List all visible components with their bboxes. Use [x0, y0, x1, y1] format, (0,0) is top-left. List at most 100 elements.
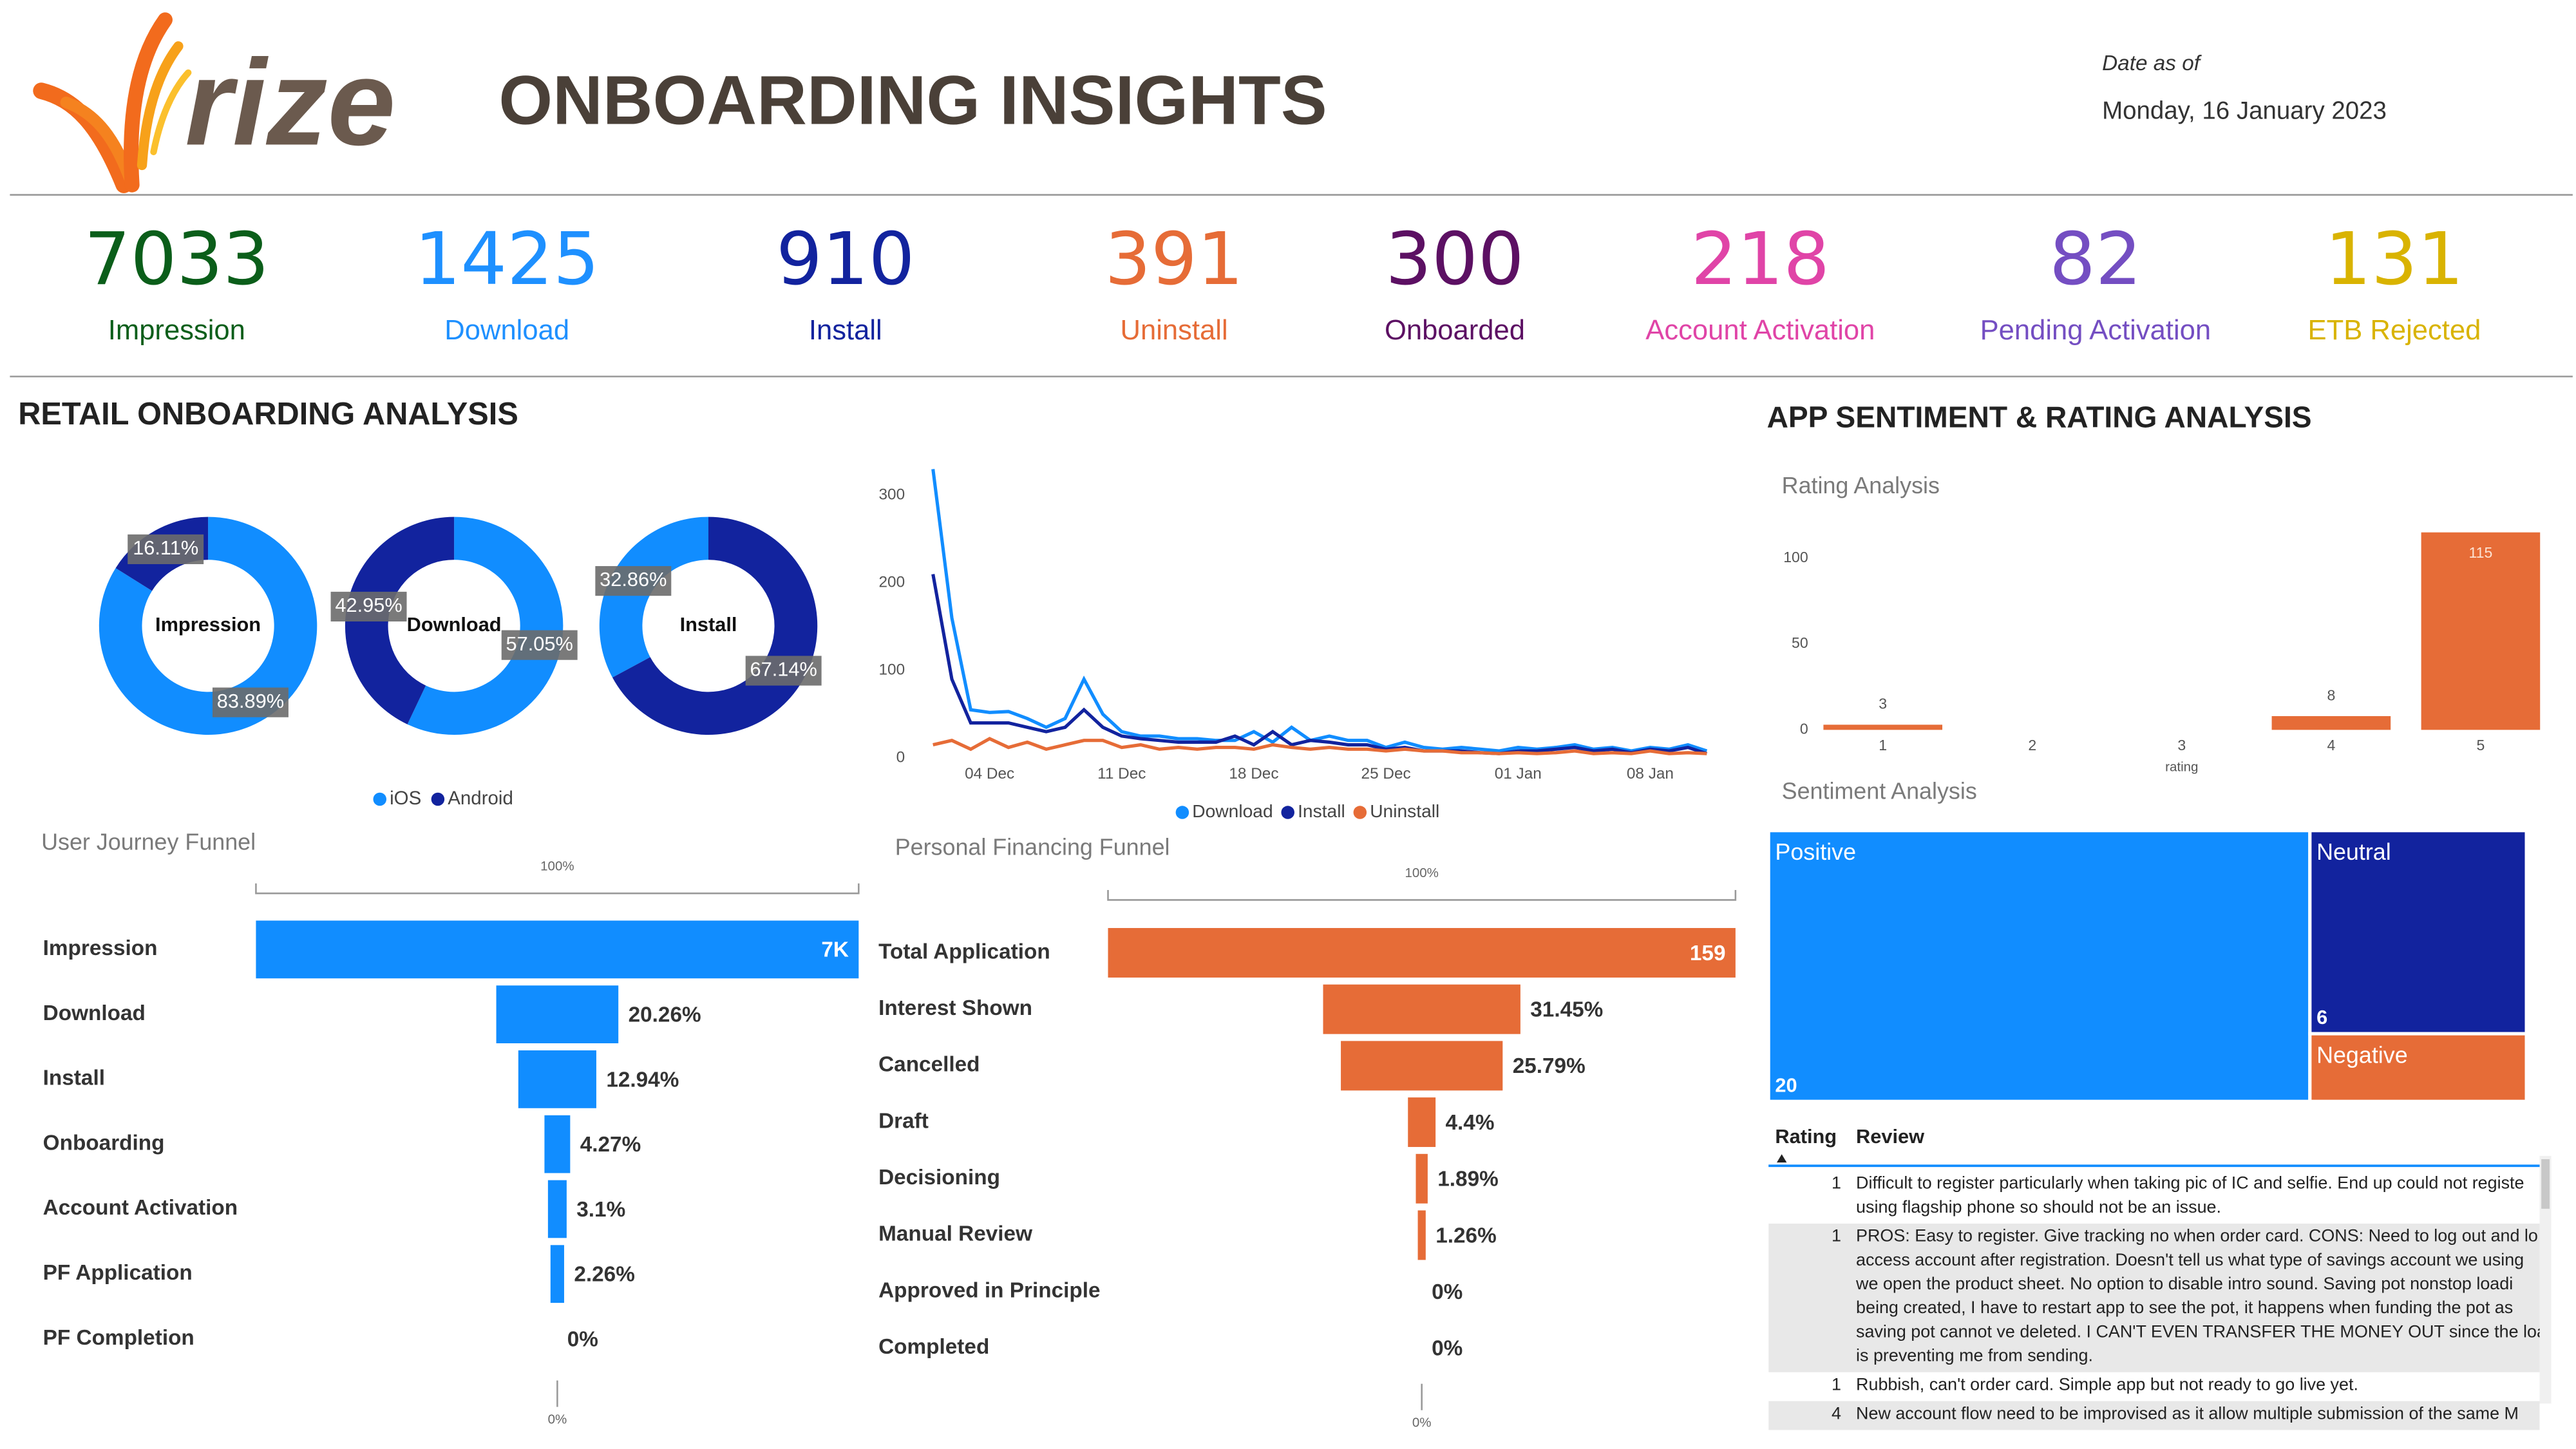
funnel-category: Install	[43, 1066, 105, 1090]
funnel-bar	[550, 1245, 564, 1303]
x-tick-label: 3	[2177, 737, 2186, 753]
table-cell: we open the product sheet. No option to …	[1855, 1274, 2513, 1293]
treemap-label: Positive	[1775, 839, 1856, 865]
row-band	[1768, 1401, 2540, 1430]
donut-value-label: 42.95%	[335, 594, 402, 616]
y-tick-label: 100	[1783, 549, 1808, 565]
chart-title: Sentiment Analysis	[1782, 778, 1977, 804]
donut-value-label: 83.89%	[217, 690, 284, 712]
funnel-value-label: 20.26%	[629, 1003, 701, 1027]
donut-slice	[407, 516, 564, 735]
kpi-label: Pending Activation	[1980, 315, 2211, 346]
funnel-scale-label: 100%	[540, 859, 574, 874]
kpi-label: Impression	[108, 315, 245, 346]
funnel-value-label: 159	[1690, 942, 1726, 965]
funnel-bar	[1108, 928, 1736, 978]
kpi-value: 131	[2325, 216, 2463, 301]
table-header: Review	[1856, 1125, 1924, 1148]
funnel-value-label: 3.1%	[576, 1198, 625, 1222]
funnel-value-label: 0%	[1432, 1280, 1463, 1304]
section-title: APP SENTIMENT & RATING ANALYSIS	[1767, 400, 2312, 433]
funnel-bar	[256, 920, 859, 979]
x-tick-label: 11 Dec	[1097, 765, 1146, 782]
treemap-value: 20	[1775, 1074, 1797, 1096]
funnel-bar	[1417, 1210, 1426, 1260]
bar-value-label: 115	[2469, 544, 2493, 561]
sort-indicator	[1776, 1154, 1787, 1163]
funnel-value-label: 4.27%	[580, 1133, 641, 1157]
table-cell: being created, I have to restart app to …	[1856, 1298, 2513, 1317]
date-label: Date as of	[2102, 52, 2202, 75]
chart-title: Rating Analysis	[1782, 473, 1940, 498]
funnel-category: Draft	[878, 1109, 929, 1133]
donut-slice	[599, 516, 708, 678]
kpi-value: 7033	[84, 216, 269, 301]
kpi-label: Download	[444, 315, 569, 346]
donut-value-label: 32.86%	[600, 568, 667, 591]
donut-slice	[99, 516, 317, 735]
table-cell: 1	[1832, 1173, 1841, 1193]
funnel-scale	[1107, 890, 1737, 901]
table-cell: 1	[1832, 1226, 1841, 1245]
table-cell: Rubbish, can't order card. Simple app bu…	[1856, 1374, 2358, 1394]
funnel-bar	[1323, 984, 1520, 1034]
treemap-tile	[2308, 829, 2528, 1036]
funnel-category: Manual Review	[878, 1222, 1032, 1246]
bar	[1823, 724, 1943, 730]
x-tick-label: 4	[2327, 737, 2335, 753]
funnel-category: Decisioning	[878, 1166, 1000, 1189]
table-body: 1 Difficult to register particularly when…	[1768, 1173, 2556, 1430]
funnel-category: Account Activation	[43, 1196, 238, 1220]
treemap-label: Negative	[2316, 1043, 2408, 1068]
kpi-label: ETB Rejected	[2308, 315, 2481, 346]
funnel-category: Onboarding	[43, 1131, 165, 1155]
logo-swoosh	[33, 12, 192, 193]
funnel-value-label: 25.79%	[1513, 1054, 1586, 1078]
table-cell: Difficult to register particularly when …	[1856, 1173, 2524, 1193]
funnel-bar	[547, 1180, 567, 1238]
legend-marker	[431, 792, 445, 806]
kpi-value: 391	[1104, 216, 1243, 301]
y-tick-label: 100	[879, 661, 905, 678]
funnel-category: Total Application	[878, 940, 1050, 963]
funnel-value-label: 31.45%	[1530, 998, 1603, 1022]
table-cell: saving pot cannot ve deleted. I CAN'T EV…	[1856, 1321, 2556, 1341]
treemap-label: Neutral	[2316, 839, 2391, 865]
kpi-value: 910	[776, 216, 914, 301]
label-box	[745, 656, 822, 686]
label-box	[128, 534, 204, 565]
x-tick-label: 18 Dec	[1229, 765, 1278, 782]
kpi-label: Install	[809, 315, 882, 346]
donut-center-label: Impression	[155, 613, 261, 636]
kpi-label: Onboarded	[1385, 315, 1525, 346]
kpi-value: 300	[1385, 216, 1524, 301]
line-series	[931, 469, 1708, 753]
table-cell: is preventing me from sending.	[1856, 1346, 2093, 1365]
bar-value-label: 8	[2327, 687, 2335, 703]
line-series	[933, 737, 1707, 755]
table-cell: PROS: Easy to register. Give tracking no…	[1856, 1226, 2538, 1245]
legend-label: Download	[1192, 800, 1273, 821]
scrollbar	[2539, 1155, 2552, 1404]
x-tick-label: 25 Dec	[1361, 765, 1411, 782]
donut-slice	[345, 516, 455, 724]
table-cell: 4	[1832, 1403, 1841, 1423]
scrollbar-thumb	[2541, 1159, 2550, 1209]
label-box	[595, 566, 672, 596]
donut-center-label: Download	[407, 613, 502, 636]
legend-label: iOS	[390, 788, 421, 809]
funnel-title: Personal Financing Funnel	[895, 834, 1170, 860]
funnel-category: Impression	[43, 936, 158, 960]
funnel-value-label: 4.4%	[1446, 1111, 1495, 1135]
row-band	[1768, 1224, 2540, 1372]
funnel-category: Interest Shown	[878, 996, 1032, 1020]
funnel-value-label: 1.26%	[1435, 1224, 1497, 1247]
legend-marker	[373, 792, 386, 806]
treemap-value: 6	[2316, 1006, 2327, 1028]
funnel-bar	[518, 1050, 596, 1108]
x-tick-label: 1	[1879, 737, 1887, 753]
funnel-bar	[496, 985, 619, 1043]
legend-label: Android	[448, 788, 513, 809]
funnel-value-label: 0%	[1432, 1337, 1463, 1361]
